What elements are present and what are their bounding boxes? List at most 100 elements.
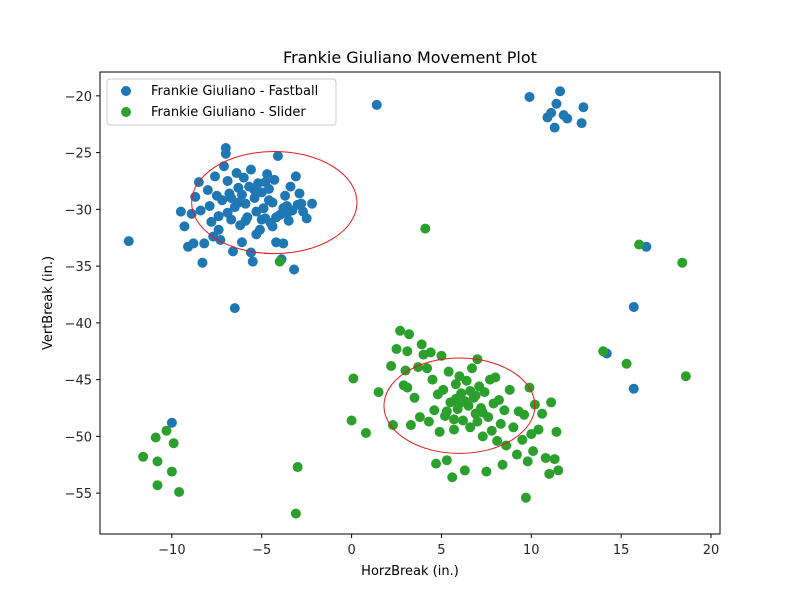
fastball-point: [188, 238, 199, 249]
fastball-point: [204, 200, 215, 211]
y-tick-label: −30: [65, 203, 92, 218]
slider-point: [526, 429, 537, 440]
y-tick-label: −35: [65, 260, 92, 275]
slider-point: [477, 407, 488, 418]
fastball-point: [562, 113, 573, 124]
slider-point: [138, 451, 149, 462]
x-axis-label: HorzBreak (in.): [361, 564, 459, 579]
slider-point: [517, 434, 528, 445]
fastball-point: [262, 169, 273, 180]
slider-point: [465, 422, 476, 433]
x-tick-label: 20: [703, 543, 720, 558]
slider-point: [402, 346, 413, 357]
slider-point: [386, 361, 397, 371]
plot-frame: [99, 71, 721, 535]
x-tick-label: −5: [252, 543, 271, 558]
slider-point: [416, 339, 427, 350]
fastball-point: [290, 171, 301, 182]
slider-point: [449, 414, 460, 425]
fastball-point: [296, 198, 307, 209]
legend-label-fastball: Frankie Giuliano - Fastball: [151, 84, 318, 99]
slider-point: [519, 409, 530, 420]
fastball-point: [260, 177, 271, 188]
slider-point: [434, 426, 445, 437]
legend-label-slider: Frankie Giuliano - Slider: [151, 105, 306, 120]
fastball-point: [267, 221, 278, 232]
slider-point: [409, 392, 420, 403]
slider-point: [549, 454, 560, 465]
slider-point: [467, 363, 477, 374]
slider-point: [427, 374, 438, 385]
slider-point: [425, 347, 436, 358]
slider-point: [395, 325, 406, 336]
fastball-point: [278, 238, 289, 249]
slider-point: [501, 440, 512, 451]
slider-point: [438, 384, 449, 395]
y-tick-label: −40: [65, 317, 92, 332]
slider-point: [598, 346, 609, 357]
y-tick-label: −50: [65, 430, 92, 445]
x-tick-label: 15: [613, 543, 630, 558]
slider-point: [454, 371, 465, 382]
fastball-point: [576, 118, 587, 129]
fastball-point: [301, 213, 312, 224]
slider-point: [414, 412, 425, 423]
slider-point: [493, 395, 504, 406]
slider-point: [387, 420, 398, 431]
slider-point: [486, 425, 497, 436]
slider-point: [680, 371, 691, 382]
y-tick-label: −45: [65, 374, 92, 389]
slider-point: [522, 456, 533, 467]
fastball-point: [578, 102, 589, 113]
y-axis: −55 −50 −45 −40 −35 −30 −25 −20: [65, 90, 100, 502]
fastball-point: [245, 247, 256, 258]
fastball-point: [249, 193, 260, 203]
fastball-point: [236, 237, 247, 248]
legend-box: [106, 78, 337, 126]
fastball-point: [289, 264, 300, 275]
slider-point: [481, 466, 492, 477]
slider-point: [447, 472, 458, 483]
slider-point: [174, 487, 185, 497]
slider-point: [449, 424, 460, 435]
slider-point: [677, 257, 688, 268]
slider-point: [431, 458, 442, 469]
fastball-point: [280, 190, 291, 201]
x-axis: −10 −5 0 5 10 15 20: [158, 534, 719, 558]
slider-point: [152, 480, 163, 491]
cluster-ellipse-1: [383, 357, 536, 454]
fastball-point: [258, 203, 269, 214]
fastball-point: [123, 236, 134, 247]
fastball-point: [210, 171, 221, 182]
fastball-point: [206, 216, 217, 227]
fastball-point: [245, 164, 256, 175]
fastball-point: [199, 238, 210, 249]
slider-point: [621, 358, 632, 369]
slider-point: [443, 366, 454, 377]
y-axis-label: VertBreak (in.): [41, 256, 56, 350]
slider-point: [508, 422, 519, 433]
slider-point: [511, 449, 522, 460]
slider-point: [168, 438, 179, 449]
fastball-point: [256, 214, 267, 225]
x-tick-label: 5: [437, 543, 445, 558]
fastball-point: [251, 229, 262, 240]
fastball-point: [233, 197, 244, 208]
y-tick-label: −25: [65, 147, 92, 162]
slider-point: [461, 375, 472, 386]
slider-point: [533, 424, 544, 435]
fastball-point: [238, 172, 249, 183]
slider-point: [290, 508, 301, 519]
fastball-point: [285, 181, 296, 192]
slider-point: [373, 387, 384, 398]
slider-point: [404, 329, 415, 340]
slider-point: [400, 365, 411, 376]
fastball-point: [247, 256, 258, 267]
slider-point: [274, 256, 285, 267]
fastball-point: [166, 417, 177, 428]
slider-point: [634, 239, 645, 250]
slider-point: [423, 416, 434, 427]
legend-marker-slider: [121, 107, 131, 117]
fastball-point: [202, 185, 213, 196]
